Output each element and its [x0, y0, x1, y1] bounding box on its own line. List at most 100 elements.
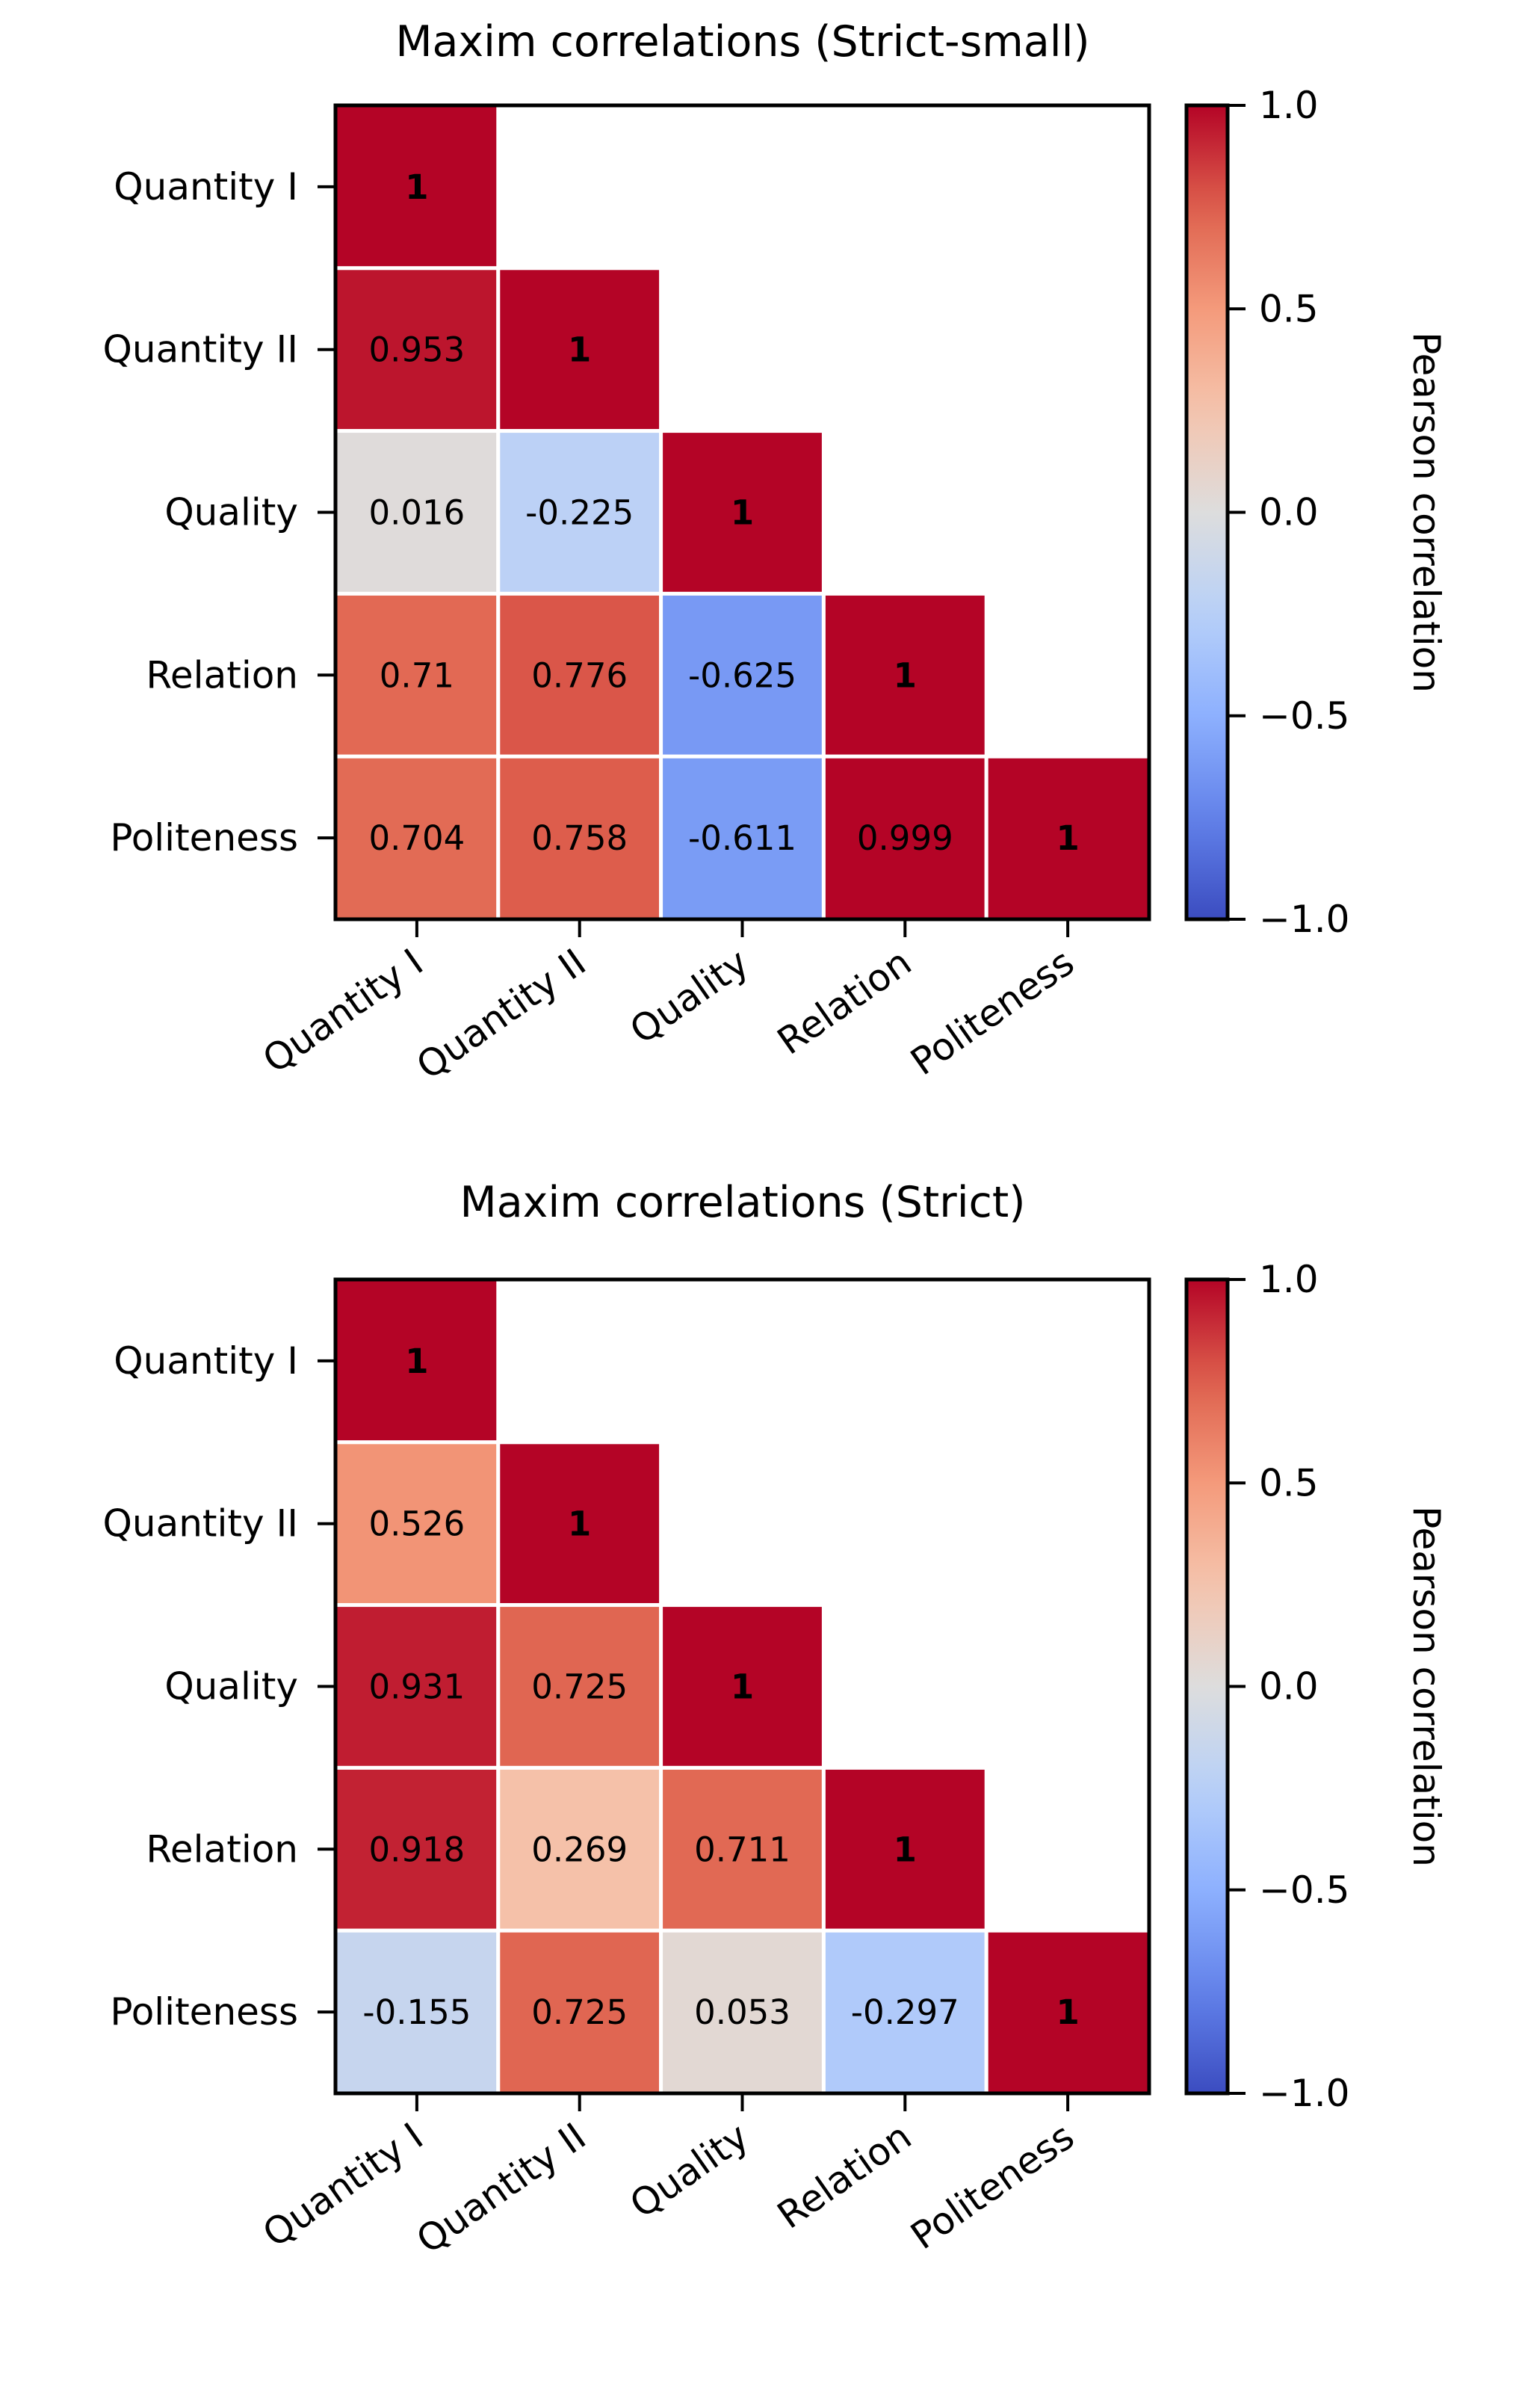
y-tick-label: Relation — [146, 653, 298, 697]
heatmap-cell: 0.526 — [333, 1440, 501, 1608]
colorbar-tick-label: 0.0 — [1259, 1665, 1319, 1708]
heatmap-cell: 1 — [984, 754, 1151, 921]
heatmap-cell: -0.297 — [821, 1928, 988, 2096]
x-tick-label: Quantity II — [409, 2114, 593, 2262]
colorbar-tick-label: −0.5 — [1259, 694, 1349, 738]
cell-value-label: 0.269 — [531, 1830, 628, 1869]
heatmap-cell-rect — [333, 103, 501, 271]
heatmap-cell: 1 — [984, 1928, 1151, 2096]
y-tick-label: Quality — [164, 1665, 298, 1708]
cell-value-label: 1 — [894, 655, 917, 695]
heatmap-cell-rect — [496, 1765, 663, 1933]
heatmap-cell: 1 — [659, 429, 826, 596]
colorbar: 1.0 0.5 0.0 −0.5 −1.0 — [1184, 1258, 1349, 2115]
heatmap-cell: 0.758 — [496, 754, 663, 921]
heatmap-cell: -0.611 — [659, 754, 826, 921]
colorbar-tick-label: 0.5 — [1259, 1461, 1319, 1504]
heatmap-cell: -0.155 — [333, 1928, 501, 2096]
heatmap-cell-rect — [496, 1440, 663, 1608]
colorbar-tick-label: −0.5 — [1259, 1868, 1349, 1912]
cell-value-label: 0.71 — [380, 655, 454, 695]
heatmap-cell: 1 — [496, 266, 663, 433]
cell-value-label: 0.999 — [857, 818, 953, 858]
heatmap-cells: 1 0.953 1 0.016 -0.225 1 0.71 0.776 -0.625 1 0.704… — [333, 103, 1151, 921]
cell-value-label: -0.625 — [688, 655, 796, 695]
y-tick-label: Relation — [146, 1827, 298, 1871]
heatmap-cell-rect — [333, 1277, 501, 1445]
y-tick-label: Quality — [164, 491, 298, 534]
colorbar-gradient — [1184, 1277, 1230, 2096]
heatmap-cell: -0.625 — [659, 591, 826, 759]
heatmap-cell: 1 — [496, 1440, 663, 1608]
y-axis: Quantity I Quantity II Quality Relation Poli… — [103, 165, 335, 859]
heatmap-cell-rect — [659, 1603, 826, 1770]
heatmap-cell: 0.704 — [333, 754, 501, 921]
cell-value-label: 1 — [731, 493, 754, 533]
heatmap-cell-rect — [496, 591, 663, 759]
x-tick-label: Quantity I — [255, 2114, 430, 2256]
heatmap-cell-rect — [821, 1765, 988, 1933]
heatmap-cell: 0.71 — [333, 591, 501, 759]
heatmap-cell-rect — [333, 266, 501, 433]
heatmap-cell: 0.016 — [333, 429, 501, 596]
chart-title: Maxim correlations (Strict-small) — [395, 17, 1089, 67]
cell-value-label: 1 — [894, 1830, 917, 1869]
heatmap-cell: -0.225 — [496, 429, 663, 596]
cell-value-label: 0.758 — [531, 818, 628, 858]
x-tick-label: Quantity II — [409, 940, 593, 1087]
x-tick-label: Relation — [770, 2114, 919, 2237]
cell-value-label: -0.225 — [525, 493, 634, 533]
heatmap-cell: 0.999 — [821, 754, 988, 921]
colorbar-tick-label: 0.0 — [1259, 491, 1319, 534]
x-tick-label: Quantity I — [255, 940, 430, 1081]
colorbar-tick-label: 1.0 — [1259, 1258, 1319, 1301]
heatmap-cell: 0.776 — [496, 591, 663, 759]
colorbar-label: Pearson correlation — [1405, 332, 1448, 693]
cell-value-label: 1 — [731, 1667, 754, 1707]
heatmap-cell: 0.053 — [659, 1928, 826, 2096]
heatmap-cell-rect — [496, 754, 663, 921]
cell-value-label: 1 — [568, 330, 591, 370]
heatmap-cell-rect — [659, 429, 826, 596]
colorbar-tick-label: 1.0 — [1259, 84, 1319, 127]
cell-value-label: 1 — [1056, 818, 1079, 858]
cell-value-label: 0.725 — [531, 1992, 628, 2032]
cell-value-label: -0.155 — [362, 1992, 471, 2032]
heatmap-cell: 0.269 — [496, 1765, 663, 1933]
cell-value-label: 0.931 — [368, 1667, 465, 1707]
heatmap-cell: 1 — [821, 591, 988, 759]
cell-value-label: 1 — [405, 167, 428, 207]
cell-value-label: 0.725 — [531, 1667, 628, 1707]
cell-value-label: 1 — [568, 1504, 591, 1544]
colorbar-tick-label: −1.0 — [1259, 898, 1349, 941]
heatmap-cell: 1 — [659, 1603, 826, 1770]
y-axis: Quantity I Quantity II Quality Relation Poli… — [103, 1339, 335, 2034]
cell-value-label: 0.776 — [531, 655, 628, 695]
heatmap-cell: 0.725 — [496, 1928, 663, 2096]
heatmap-cell: 0.918 — [333, 1765, 501, 1933]
colorbar-label: Pearson correlation — [1405, 1506, 1448, 1867]
cell-value-label: 0.953 — [368, 330, 465, 370]
cell-value-label: 1 — [405, 1342, 428, 1381]
heatmap-cell: 1 — [821, 1765, 988, 1933]
cell-value-label: 0.526 — [368, 1504, 465, 1544]
y-tick-label: Politeness — [110, 1990, 298, 2034]
heatmap-cell: 0.931 — [333, 1603, 501, 1770]
y-tick-label: Quantity II — [103, 328, 298, 371]
cell-value-label: 0.918 — [368, 1830, 465, 1869]
y-tick-label: Quantity I — [114, 165, 298, 209]
colorbar: 1.0 0.5 0.0 −0.5 −1.0 — [1184, 84, 1349, 941]
cell-value-label: 1 — [1056, 1992, 1079, 2032]
colorbar-gradient — [1184, 103, 1230, 921]
cell-value-label: 0.704 — [368, 818, 465, 858]
y-tick-label: Politeness — [110, 816, 298, 859]
heatmap-panel-strict-small: Maxim correlations (Strict-small) 1 0.953… — [103, 17, 1448, 1088]
colorbar-tick-label: −1.0 — [1259, 2072, 1349, 2115]
heatmap-cell-rect — [333, 1928, 501, 2096]
colorbar-tick-label: 0.5 — [1259, 287, 1319, 330]
cell-value-label: -0.611 — [688, 818, 796, 858]
heatmap-cell-rect — [333, 1603, 501, 1770]
